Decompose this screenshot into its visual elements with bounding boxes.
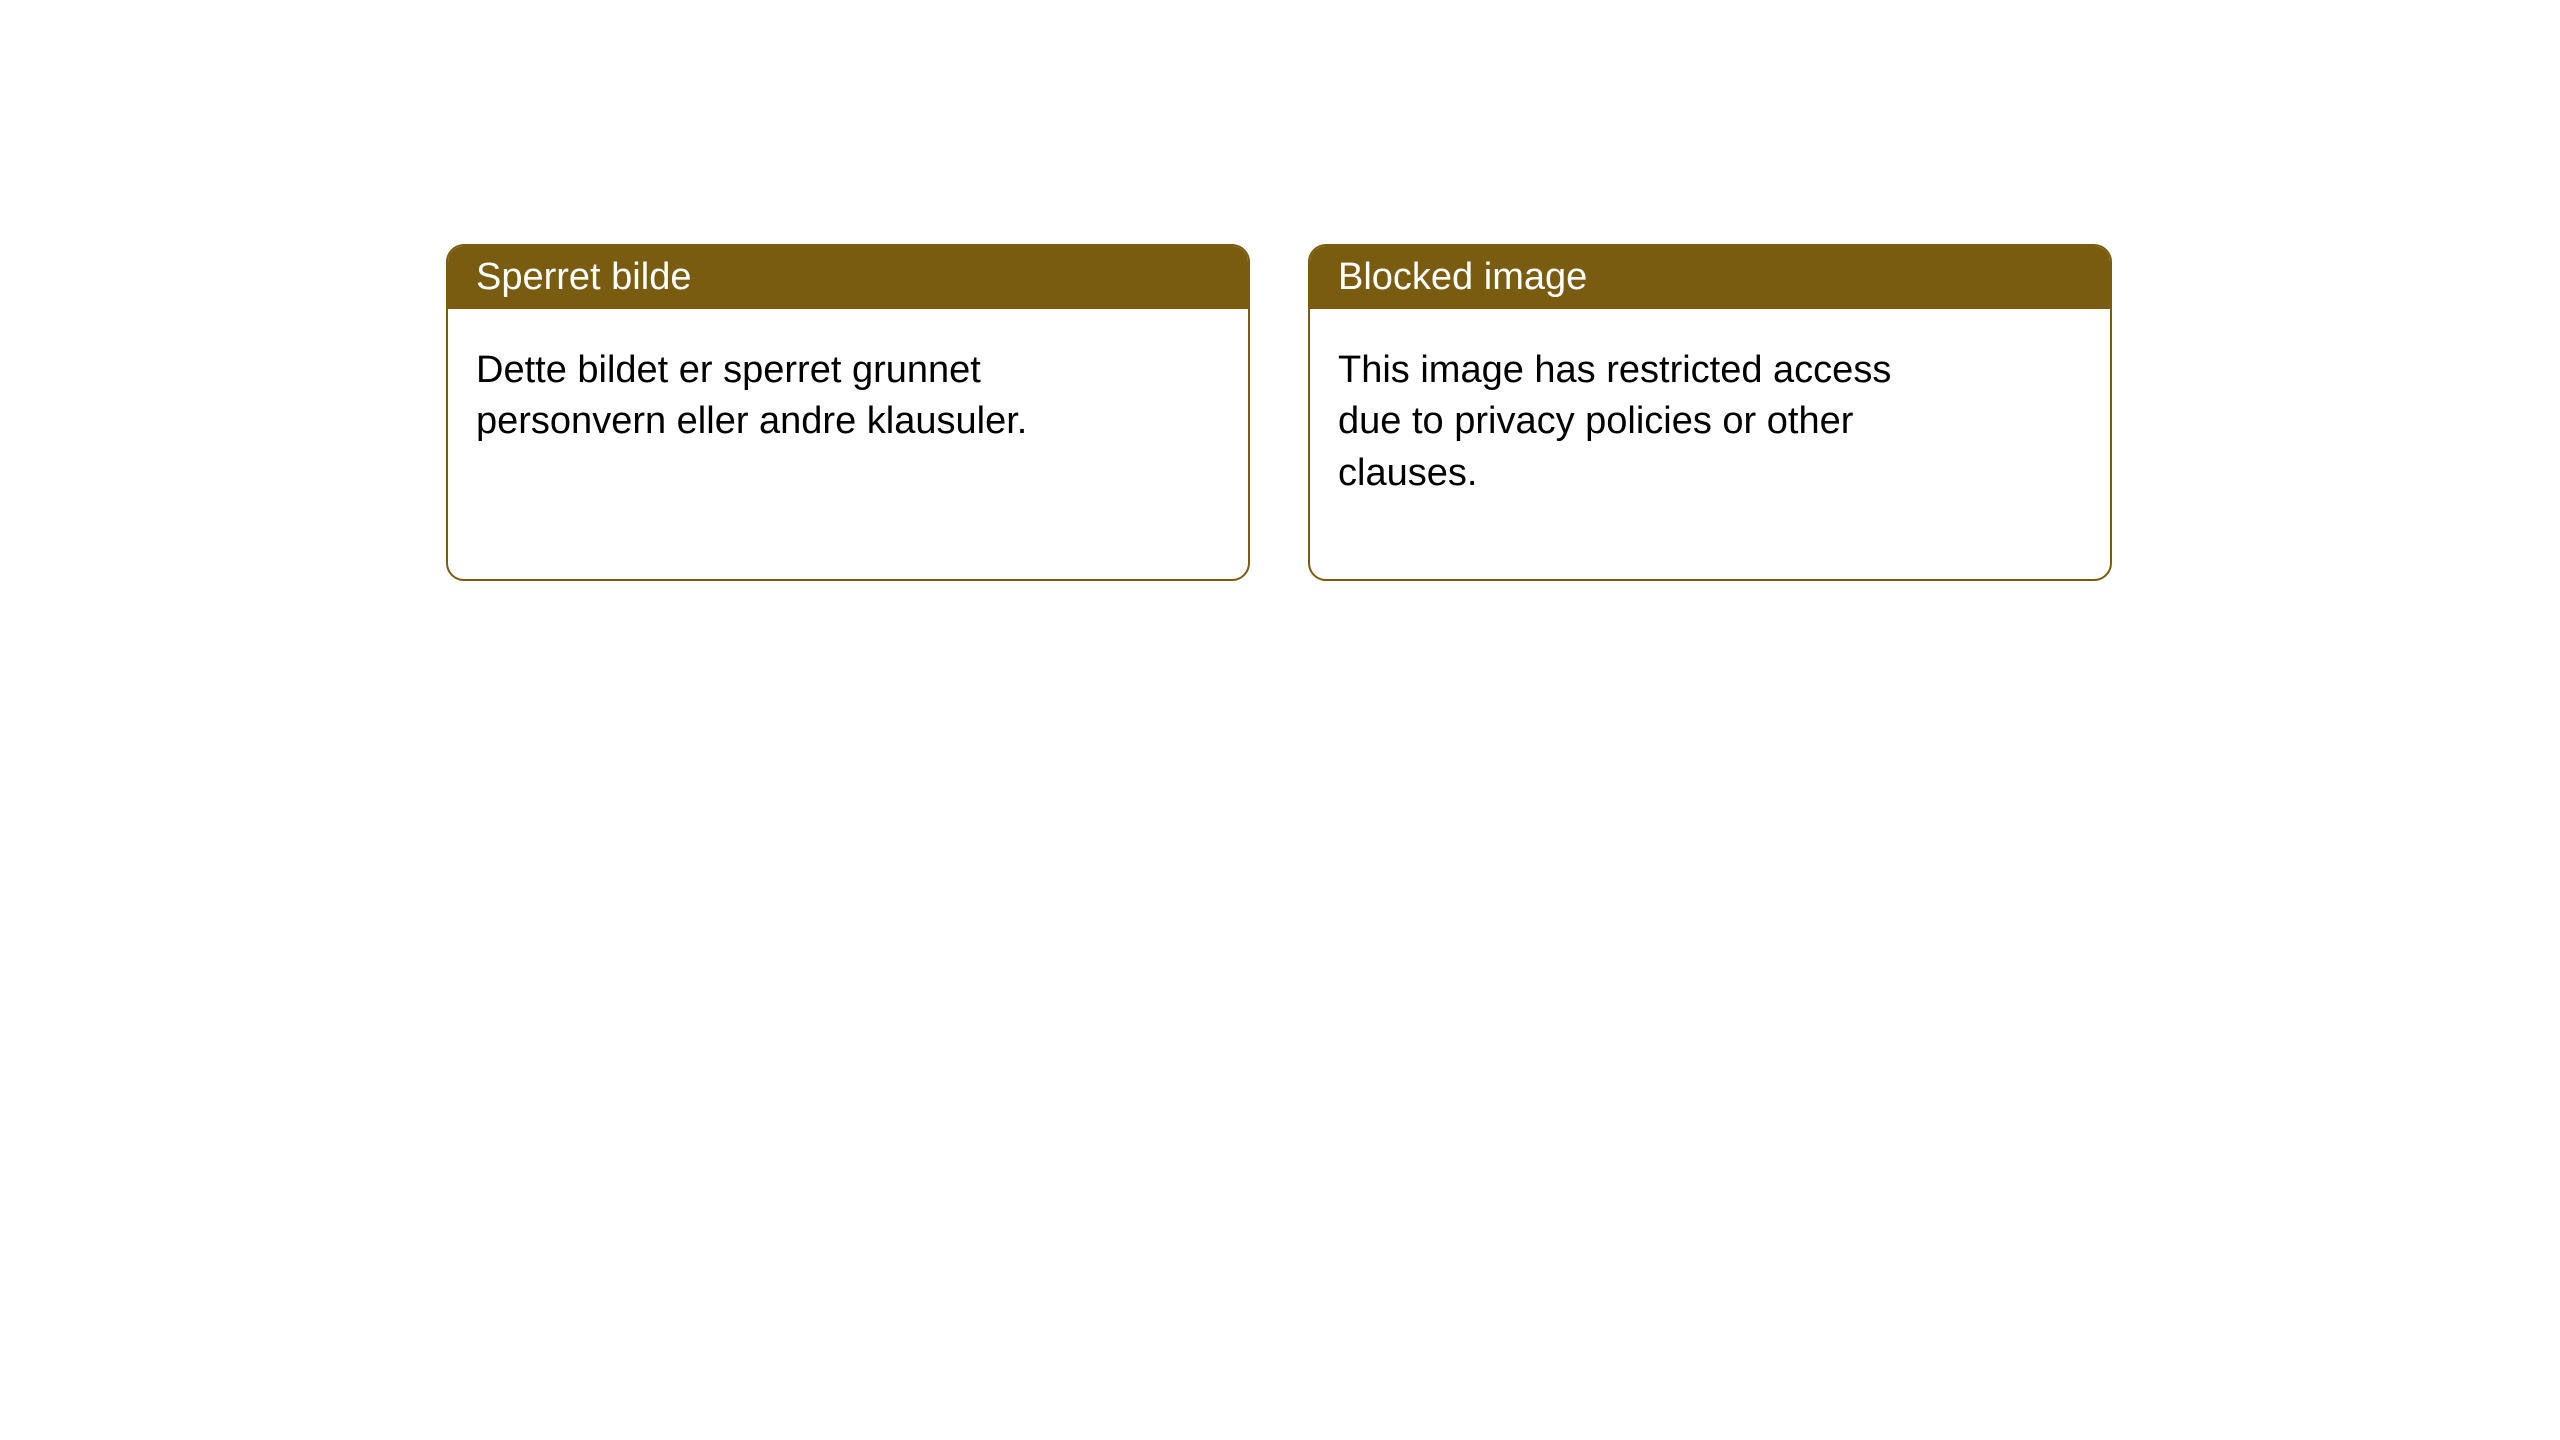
card-title: Blocked image [1338, 256, 1587, 298]
card-title: Sperret bilde [476, 256, 691, 298]
notice-container: Sperret bilde Dette bildet er sperret gr… [0, 0, 2560, 581]
card-body: Dette bildet er sperret grunnet personve… [448, 309, 1128, 484]
card-body-text: This image has restricted access due to … [1338, 349, 1891, 494]
notice-card-norwegian: Sperret bilde Dette bildet er sperret gr… [446, 244, 1250, 581]
card-body: This image has restricted access due to … [1310, 309, 1990, 535]
card-body-text: Dette bildet er sperret grunnet personve… [476, 349, 1027, 442]
card-header: Sperret bilde [448, 246, 1248, 309]
card-header: Blocked image [1310, 246, 2110, 309]
notice-card-english: Blocked image This image has restricted … [1308, 244, 2112, 581]
